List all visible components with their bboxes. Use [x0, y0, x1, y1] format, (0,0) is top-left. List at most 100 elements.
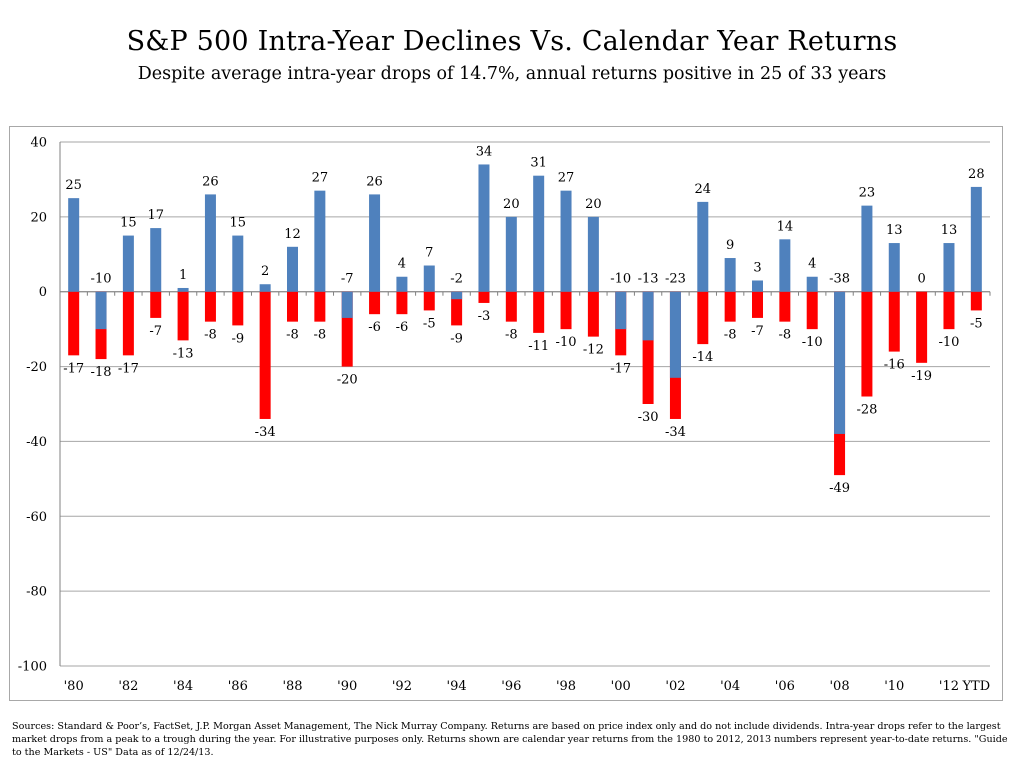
intra-year-decline-bar: [177, 291, 189, 341]
intra-year-decline-bar: [888, 291, 900, 352]
intra-year-decline-bar: [943, 291, 955, 330]
intra-year-decline-bar: [68, 291, 80, 356]
chart-area: [9, 126, 1003, 701]
x-tick-label: YTD: [961, 679, 990, 694]
decline-data-label: -16: [884, 358, 905, 373]
intra-year-decline-bar: [642, 291, 654, 404]
annual-return-bar: [861, 205, 873, 292]
return-data-label: 9: [726, 238, 734, 253]
intra-year-decline-bar: [861, 291, 873, 397]
annual-return-bar: [970, 186, 982, 292]
annual-return-bar: [478, 164, 490, 292]
intra-year-decline-bar: [970, 291, 982, 311]
intra-year-decline-bar: [259, 291, 271, 419]
intra-year-decline-bar: [369, 291, 381, 315]
x-tick-label: '04: [720, 679, 740, 694]
y-tick-label: 0: [39, 285, 47, 300]
return-data-label: 31: [530, 156, 547, 171]
sources-footnote: Sources: Standard & Poor’s, FactSet, J.P…: [12, 721, 1008, 758]
decline-data-label: -17: [610, 361, 631, 376]
return-data-label: 14: [777, 219, 794, 234]
annual-return-bar: [752, 280, 763, 292]
annual-return-bar: [669, 291, 681, 378]
decline-data-label: -5: [970, 316, 983, 331]
y-tick-label: -100: [18, 660, 47, 675]
return-data-label: 34: [476, 144, 493, 159]
decline-data-label: -49: [829, 481, 850, 496]
x-tick-label: '00: [611, 679, 631, 694]
annual-return-bar: [615, 291, 627, 330]
decline-data-label: -9: [450, 331, 463, 346]
decline-data-label: -5: [423, 316, 436, 331]
annual-return-bar: [95, 291, 107, 330]
annual-return-bar: [505, 216, 517, 292]
decline-data-label: -34: [665, 425, 686, 440]
annual-return-bar: [697, 201, 709, 292]
intra-year-decline-bar: [916, 291, 928, 363]
intra-year-decline-bar: [314, 291, 326, 322]
x-tick-label: '12: [939, 679, 959, 694]
annual-return-bar: [369, 194, 381, 292]
decline-data-label: -8: [286, 328, 299, 343]
return-data-label: 17: [147, 208, 164, 223]
intra-year-decline-bar: [122, 291, 134, 356]
return-data-label: 24: [695, 182, 712, 197]
intra-year-decline-bar: [287, 291, 298, 322]
intra-year-decline-bar: [204, 291, 216, 322]
annual-return-bar: [177, 287, 189, 292]
intra-year-decline-bar: [697, 291, 709, 345]
decline-data-label: -10: [802, 335, 823, 350]
y-tick-label: 40: [30, 136, 47, 151]
x-tick-label: '88: [282, 679, 302, 694]
annual-return-bar: [533, 175, 545, 292]
decline-data-label: -12: [583, 343, 604, 358]
intra-year-decline-bar: [423, 291, 435, 311]
return-data-label: 13: [886, 223, 903, 238]
x-tick-label: '90: [337, 679, 357, 694]
annual-return-bar: [560, 190, 572, 292]
annual-return-bar: [259, 284, 271, 292]
return-data-label: 15: [230, 216, 247, 231]
y-tick-label: -60: [26, 510, 47, 525]
return-data-label: 12: [284, 227, 301, 242]
return-data-label: 3: [753, 260, 761, 275]
decline-data-label: -30: [638, 410, 659, 425]
annual-return-bar: [314, 190, 326, 292]
return-data-label: -13: [638, 272, 659, 287]
return-data-label: 4: [808, 257, 816, 272]
decline-data-label: -10: [939, 335, 960, 350]
return-data-label: 13: [941, 223, 958, 238]
decline-data-label: -13: [173, 346, 194, 361]
x-tick-label: '06: [775, 679, 795, 694]
x-tick-label: '08: [829, 679, 849, 694]
x-tick-label: '80: [64, 679, 84, 694]
annual-return-bar: [287, 246, 298, 292]
return-data-label: -10: [91, 272, 112, 287]
annual-return-bar: [642, 291, 654, 341]
intra-year-decline-bar: [779, 291, 791, 322]
decline-data-label: -9: [231, 331, 244, 346]
annual-return-bar: [724, 258, 736, 292]
decline-data-label: -8: [724, 328, 737, 343]
return-data-label: 4: [398, 257, 406, 272]
annual-return-bar: [396, 276, 408, 292]
return-data-label: 27: [558, 171, 575, 186]
decline-data-label: -18: [91, 365, 112, 380]
annual-return-bar: [204, 194, 216, 292]
intra-year-decline-bar: [752, 291, 763, 318]
annual-return-bar: [423, 265, 435, 292]
decline-data-label: -3: [478, 309, 491, 324]
decline-data-label: -17: [63, 361, 84, 376]
decline-data-label: -6: [368, 320, 381, 335]
return-data-label: -2: [450, 272, 463, 287]
x-tick-label: '94: [447, 679, 467, 694]
decline-data-label: -20: [337, 373, 358, 388]
annual-return-bar: [122, 235, 134, 292]
y-tick-label: -20: [26, 360, 47, 375]
decline-data-label: -17: [118, 361, 139, 376]
chart-subtitle: Despite average intra-year drops of 14.7…: [137, 64, 887, 84]
intra-year-decline-bar: [724, 291, 736, 322]
return-data-label: 28: [968, 167, 985, 182]
x-tick-label: '84: [173, 679, 193, 694]
return-data-label: -10: [610, 272, 631, 287]
